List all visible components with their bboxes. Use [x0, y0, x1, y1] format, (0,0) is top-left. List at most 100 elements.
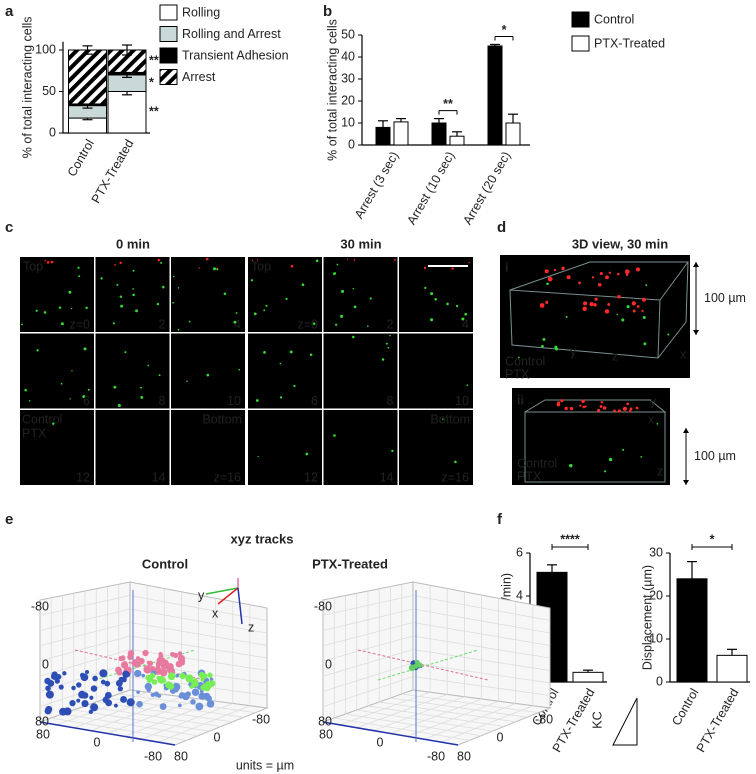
cell-dot [151, 679, 158, 685]
tick-label: -80 [314, 599, 332, 613]
grid-line [129, 649, 268, 671]
cell-dot [59, 707, 67, 716]
cell-dot [591, 276, 595, 279]
orient-axis [237, 587, 243, 625]
cell-dot [161, 666, 166, 671]
tick-label: 80 [457, 749, 471, 763]
arrow-head [683, 428, 689, 433]
cell-dot [622, 448, 625, 451]
y-tick-label: 30 [341, 71, 355, 85]
cell-dot [582, 306, 587, 312]
cell-dot [104, 680, 111, 687]
cell-dot [263, 309, 266, 312]
center-axis [377, 649, 479, 681]
cell-dot [569, 463, 573, 468]
cell-dot [159, 703, 167, 710]
cell-dot [141, 673, 146, 678]
cell-dot [60, 382, 63, 385]
cell-dot [90, 703, 99, 712]
y-tick-label: 50 [42, 84, 56, 98]
cell-dot [603, 470, 607, 473]
cell-dot [312, 322, 316, 325]
cell-dot [621, 318, 625, 322]
cell-dot [81, 692, 89, 699]
cell-dot [340, 314, 344, 318]
bar [393, 121, 409, 146]
cell-dot [542, 337, 546, 341]
cell-dot [160, 261, 163, 264]
cell-dot [635, 406, 639, 410]
x-tick-label: Arrest (10 sec) [404, 149, 457, 227]
legend-label: Control [594, 12, 634, 26]
cell-dot [177, 328, 180, 331]
cell-dot [124, 351, 127, 354]
cell-dot [46, 261, 50, 264]
cell-dot [346, 258, 349, 260]
cell-dot [628, 410, 632, 413]
cell-dot [45, 690, 54, 699]
cell-dot [54, 678, 60, 684]
image-tile [248, 410, 322, 485]
grid-line [390, 698, 482, 734]
cell-dot [265, 304, 268, 307]
cell-dot [50, 672, 58, 680]
cell-dot [517, 356, 520, 359]
cell-dot [216, 267, 219, 269]
bar [505, 122, 521, 146]
cell-dot [279, 396, 283, 399]
significance: ** [443, 97, 453, 111]
cell-dot [190, 699, 196, 705]
cell-dot [134, 670, 142, 677]
cell-dot [201, 673, 208, 679]
tick-label: -80 [535, 712, 553, 726]
axis-label: x [680, 347, 687, 361]
axis-label: y [650, 394, 657, 408]
cell-dot [599, 404, 603, 408]
y-tick-label: 20 [649, 588, 663, 602]
cell-dot [626, 305, 630, 309]
grid-line [322, 635, 414, 662]
y-axis-label: % of total interacting cells [20, 16, 34, 158]
cell-dot [146, 660, 151, 665]
y-tick-label: 10 [649, 631, 663, 645]
z-label: 4 [462, 317, 469, 331]
legend-label: Control [505, 354, 545, 368]
cell-dot [583, 301, 588, 306]
cell-dot [156, 302, 160, 306]
cell-dot [205, 257, 209, 261]
cell-dot [561, 266, 565, 271]
panel-letter: c [5, 219, 13, 236]
cell-dot [451, 267, 454, 270]
cell-dot [251, 259, 254, 262]
cell-dot [424, 286, 427, 289]
cell-dot [58, 684, 64, 690]
cell-dot [136, 690, 140, 694]
cell-dot [120, 661, 129, 669]
legend-label: Control [22, 412, 62, 426]
cell-dot [256, 259, 259, 261]
cell-dot [430, 292, 434, 296]
cell-dot [640, 455, 643, 458]
cell-dot [120, 304, 124, 308]
z-label: z=16 [214, 470, 242, 484]
cell-dot [81, 699, 89, 708]
significance: ** [149, 105, 159, 119]
cell-dot [389, 334, 391, 337]
cell-dot [635, 267, 641, 272]
z-label: z=16 [442, 470, 470, 484]
cell-dot [353, 305, 357, 309]
panel-title: 3D view, 30 min [572, 236, 668, 251]
cell-dot [70, 307, 73, 310]
grid-line [412, 649, 551, 671]
cell-dot [454, 460, 457, 464]
cell-dot [340, 289, 345, 293]
cell-dot [45, 685, 51, 692]
cell-dot [599, 271, 603, 276]
view-label: i [505, 260, 508, 274]
cell-dot [607, 302, 611, 306]
significance: **** [560, 532, 580, 546]
grid-line [412, 662, 551, 684]
cell-dot [564, 406, 568, 411]
y-tick-label: 100 [35, 42, 56, 56]
